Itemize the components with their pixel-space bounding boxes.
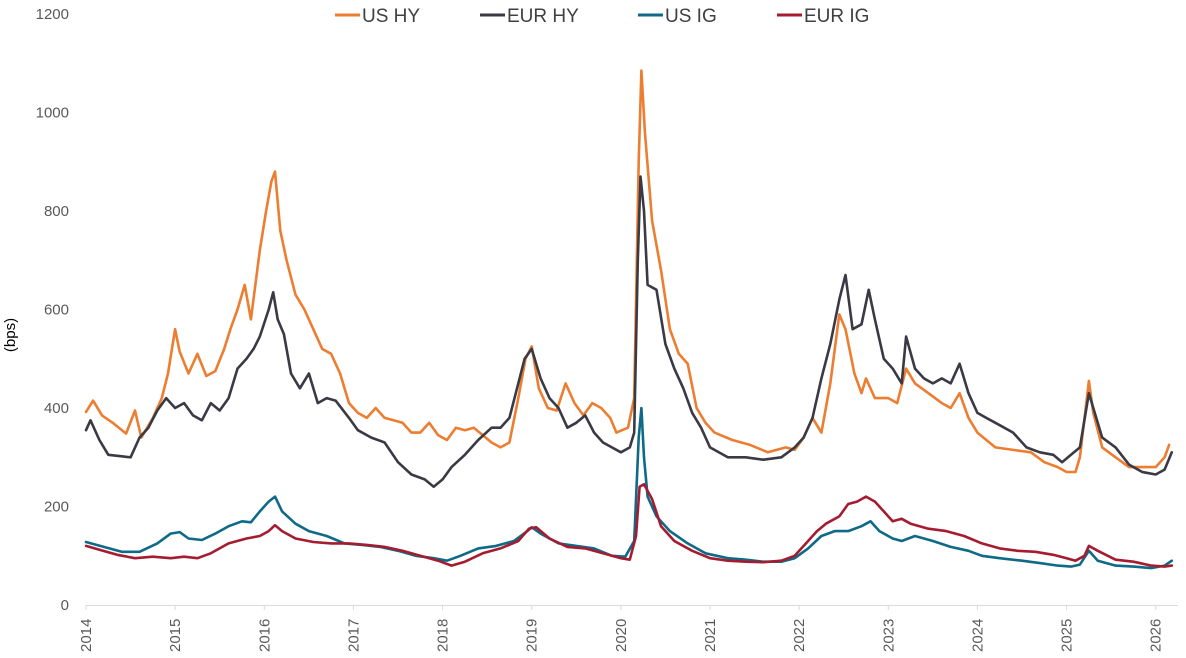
x-tick-label: 2017 <box>345 619 362 652</box>
series-line-us-hy <box>84 69 1171 474</box>
x-tick-label: 2016 <box>256 619 273 652</box>
x-tick-label: 2015 <box>167 619 184 652</box>
legend-label: US IG <box>665 6 717 27</box>
y-axis: 0 200 400 600 800 1000 1200 (bps) <box>2 6 69 614</box>
series-line-eur-hy <box>84 175 1174 489</box>
x-tick-label: 2025 <box>1059 619 1076 652</box>
y-tick-label: 600 <box>44 302 69 319</box>
x-tick-label: 2023 <box>880 619 897 652</box>
x-tick-label: 2014 <box>78 619 95 652</box>
x-tick-label: 2019 <box>524 619 541 652</box>
x-tick-label: 2022 <box>791 619 808 652</box>
x-axis: 2014 2015 2016 2017 2018 2019 2020 2021 2022 2023… <box>78 605 1178 652</box>
chart-legend: US HY EUR HY US IG EUR IG <box>335 6 869 27</box>
legend-label: EUR IG <box>804 6 869 27</box>
y-tick-label: 800 <box>44 203 69 220</box>
x-tick-label: 2024 <box>969 619 986 652</box>
series-line-eur-ig <box>84 483 1174 568</box>
y-axis-title: (bps) <box>2 318 19 352</box>
series-line-us-ig <box>84 406 1174 570</box>
legend-label: EUR HY <box>507 6 579 27</box>
y-tick-label: 400 <box>44 400 69 417</box>
x-tick-label: 2021 <box>702 619 719 652</box>
legend-label: US HY <box>362 6 420 27</box>
y-tick-label: 1000 <box>36 105 69 122</box>
plot-area <box>84 69 1174 570</box>
y-tick-label: 1200 <box>36 6 69 23</box>
x-tick-label: 2018 <box>435 619 452 652</box>
x-tick-label: 2020 <box>613 619 630 652</box>
x-tick-label: 2026 <box>1148 619 1165 652</box>
y-tick-label: 0 <box>61 597 69 614</box>
y-tick-label: 200 <box>44 499 69 516</box>
